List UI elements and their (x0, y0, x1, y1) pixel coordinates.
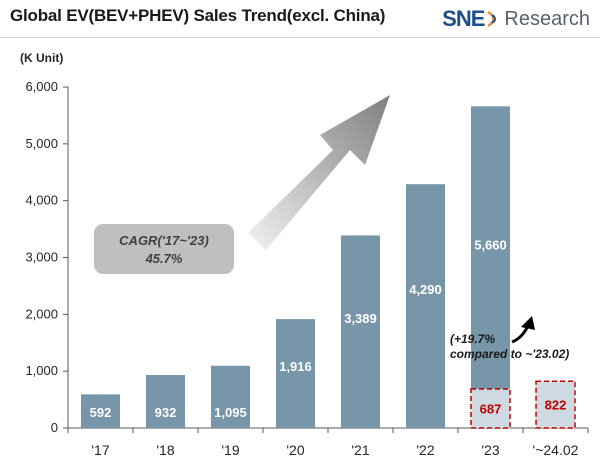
bar (81, 394, 120, 428)
cagr-callout-box (94, 224, 234, 274)
x-tick-label: '21 (351, 442, 369, 458)
header-divider (0, 37, 600, 38)
bar-value-label: 3,389 (344, 311, 377, 326)
growth-annotation-line1: (+19.7% (450, 332, 495, 346)
y-tick-label: 3,000 (25, 250, 58, 265)
x-tick-label: '~24.02 (533, 442, 579, 458)
y-tick-label: 2,000 (25, 306, 58, 321)
bar (211, 365, 250, 428)
bar (341, 235, 380, 428)
x-tick-label: '22 (416, 442, 434, 458)
logo-brand: SNE (442, 6, 485, 31)
bar (276, 319, 315, 428)
x-tick-label: '17 (91, 442, 109, 458)
cagr-value: 45.7% (145, 251, 183, 266)
logo-wave-icon (487, 10, 497, 28)
growth-arrowhead-icon (521, 316, 535, 330)
bar-value-label: 1,095 (214, 405, 247, 420)
bar-value-label: 932 (155, 405, 177, 420)
y-tick-label: 4,000 (25, 193, 58, 208)
cagr-label: CAGR('17~'23) (119, 233, 209, 248)
x-tick-label: '23 (481, 442, 499, 458)
y-tick-label: 1,000 (25, 363, 58, 378)
ytd-bar (470, 388, 511, 429)
bar (146, 375, 185, 428)
x-tick-label: '19 (221, 442, 239, 458)
bar-value-label: 4,290 (409, 282, 442, 297)
y-unit-label: (K Unit) (20, 51, 63, 65)
bar (471, 106, 510, 428)
sne-research-logo: SNE Research (442, 4, 590, 34)
x-tick-label: '18 (156, 442, 174, 458)
bar-value-label: 1,916 (279, 359, 312, 374)
y-tick-label: 5,000 (25, 136, 58, 151)
y-tick-label: 6,000 (25, 79, 58, 94)
bar-value-label: 5,660 (474, 238, 507, 253)
ytd-bar (535, 380, 576, 429)
bar-value-label: 592 (90, 405, 112, 420)
ytd-value-label: 687 (480, 401, 502, 416)
growth-arrow-icon (511, 325, 530, 344)
trend-arrow (248, 95, 390, 250)
chart-title: Global EV(BEV+PHEV) Sales Trend(excl. Ch… (10, 6, 386, 25)
bar (406, 184, 445, 428)
x-tick-label: '20 (286, 442, 304, 458)
growth-annotation-line2: compared to ~'23.02) (450, 347, 569, 361)
y-tick-label: 0 (51, 420, 58, 435)
logo-suffix: Research (504, 7, 590, 30)
ytd-value-label: 822 (545, 398, 567, 413)
